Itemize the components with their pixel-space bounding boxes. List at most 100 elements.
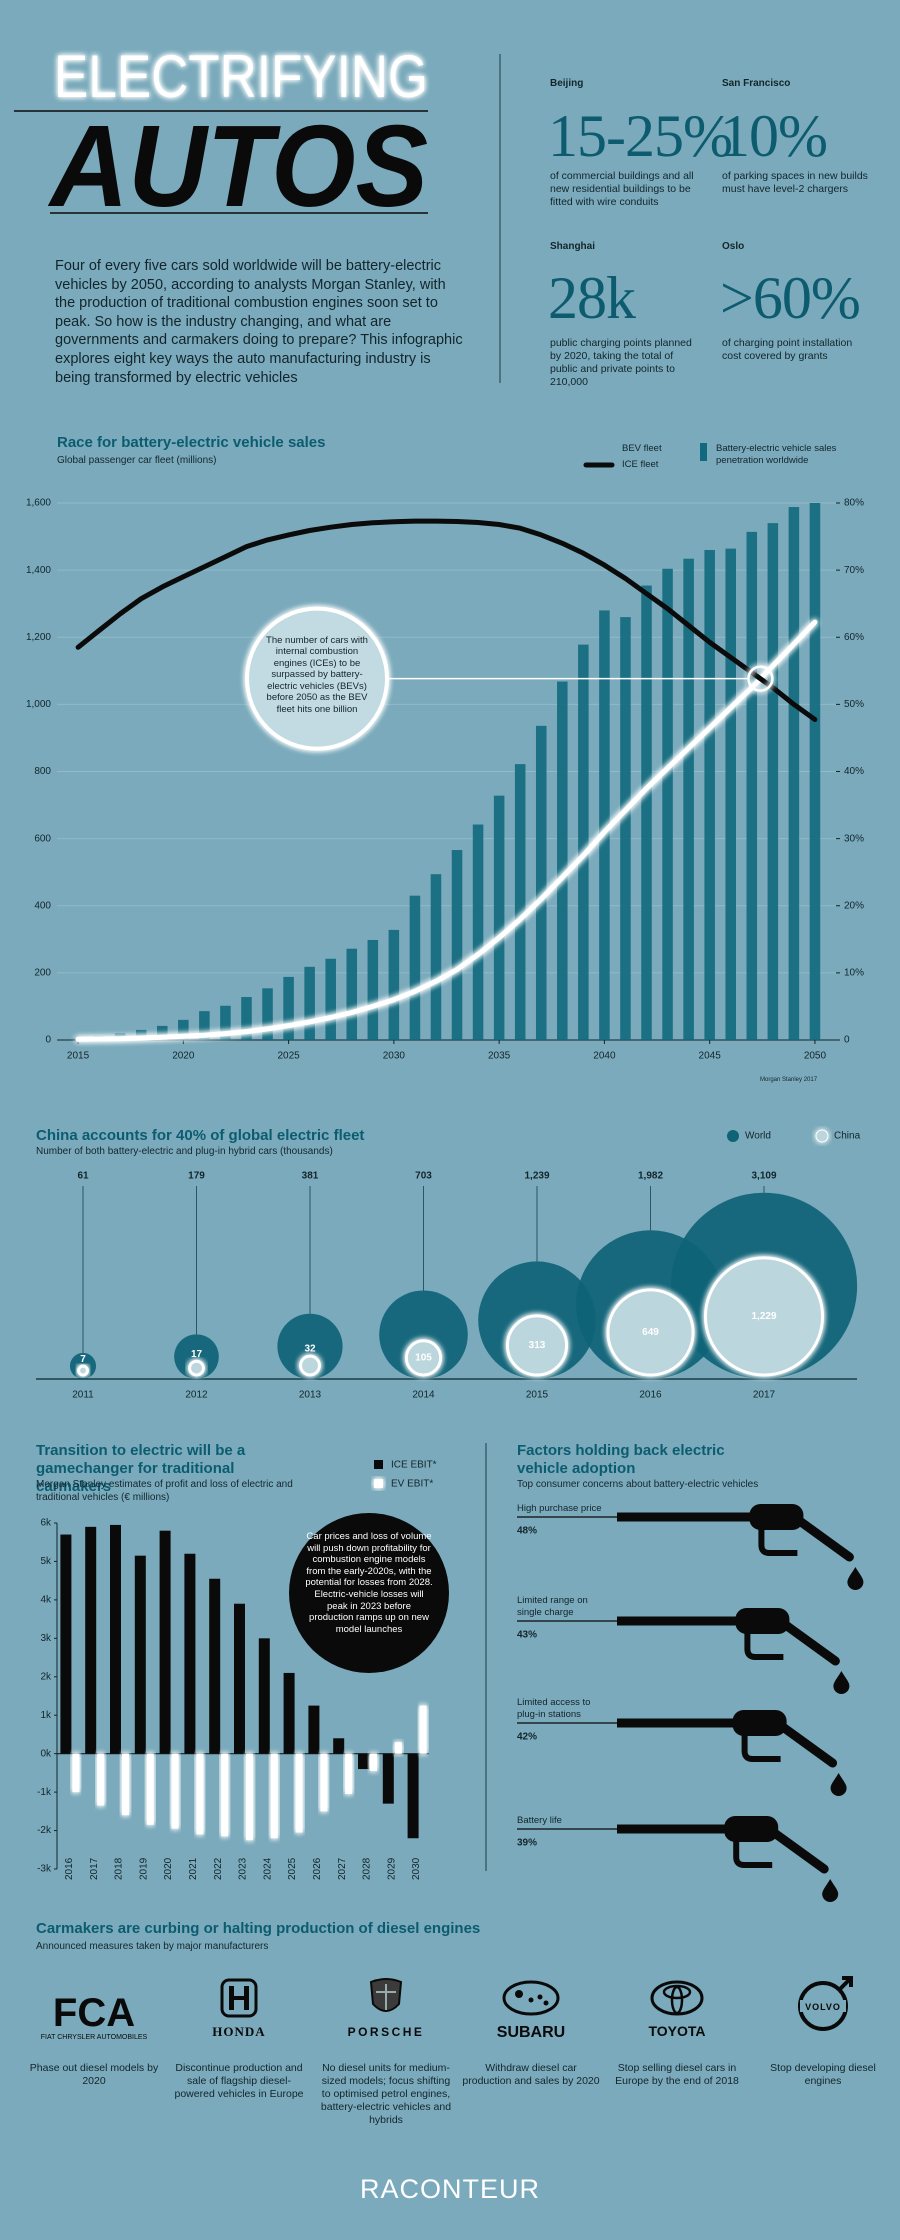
x-tick-label: 2024 xyxy=(262,1857,273,1880)
x-tick-label: 2021 xyxy=(188,1857,199,1880)
bar xyxy=(262,988,273,1040)
y-tick-label: 1,600 xyxy=(26,498,51,509)
bubble-china xyxy=(505,1314,569,1377)
bubble-china xyxy=(77,1364,89,1377)
x-tick-label: 2013 xyxy=(299,1390,322,1401)
stat-city: San Francisco xyxy=(722,78,791,89)
emblem xyxy=(229,1996,249,2000)
bar xyxy=(409,895,421,1040)
bubble-world xyxy=(277,1313,343,1380)
bubble-china xyxy=(606,1288,695,1377)
nozzle-body xyxy=(749,1504,804,1530)
y-tick-label: 6k xyxy=(40,1518,52,1529)
bar xyxy=(493,795,505,1040)
bar xyxy=(283,976,294,1040)
bar xyxy=(295,1753,303,1833)
bar xyxy=(382,1753,394,1804)
y-tick-label: 800 xyxy=(34,766,51,777)
line xyxy=(75,619,818,1042)
legend-label: Battery-electric vehicle sales penetrati… xyxy=(716,443,837,466)
nozzle xyxy=(749,1504,864,1590)
bar xyxy=(304,966,315,1040)
y2-tick-label: 60% xyxy=(844,632,864,643)
x-tick-label: 2050 xyxy=(804,1051,827,1062)
bar xyxy=(557,681,568,1040)
value-label: 179 xyxy=(188,1171,205,1182)
value-label: 1,229 xyxy=(751,1311,776,1322)
legend-label: ICE EBIT* xyxy=(391,1460,437,1471)
section-title: Carmakers are curbing or halting product… xyxy=(36,1920,481,1937)
value-label: 7 xyxy=(80,1354,86,1365)
bar xyxy=(358,1753,369,1770)
x-tick-label: 2029 xyxy=(386,1857,397,1880)
footer-brand: RACONTEUR xyxy=(360,2174,540,2204)
stat-text: of parking spaces in new builds must hav… xyxy=(722,170,868,195)
bar xyxy=(394,1742,402,1754)
y-tick-label: 1k xyxy=(40,1710,52,1721)
nozzle-drop xyxy=(822,1879,839,1902)
carmaker-text: Discontinue production and sale of flags… xyxy=(174,2062,304,2100)
bar xyxy=(134,1555,146,1754)
x-tick-label: 2022 xyxy=(213,1857,224,1880)
y-tick-label: 3k xyxy=(40,1633,52,1644)
x-tick-label: 2040 xyxy=(593,1051,616,1062)
legend-label: ICE fleet xyxy=(622,459,659,470)
bar xyxy=(514,764,526,1040)
value-label: 3,109 xyxy=(751,1171,776,1182)
value-label: 649 xyxy=(642,1327,659,1338)
intro: Four of every five cars sold worldwide w… xyxy=(55,258,463,386)
logo-text: HONDA xyxy=(212,2024,265,2039)
x-tick-label: 2027 xyxy=(337,1857,348,1880)
stat-city: Beijing xyxy=(550,78,584,89)
emblem xyxy=(528,1997,534,2003)
nozzle-drop xyxy=(833,1671,850,1694)
legend-label: World xyxy=(745,1131,771,1142)
x-tick-label: 2025 xyxy=(287,1857,298,1880)
line xyxy=(75,518,818,722)
nozzle-handle xyxy=(741,1735,781,1762)
y-tick-label: 200 xyxy=(34,968,51,979)
bar xyxy=(258,1638,270,1754)
x-tick-label: 2016 xyxy=(639,1390,662,1401)
nozzle-handle xyxy=(758,1529,798,1556)
chart-title: Transition to electric will be a gamecha… xyxy=(36,1442,246,1495)
carmaker-text: Phase out diesel models by 2020 xyxy=(29,2062,159,2087)
bar xyxy=(178,1019,189,1040)
value-label: 32 xyxy=(304,1344,316,1355)
stat-city: Shanghai xyxy=(550,241,596,252)
bar xyxy=(325,958,336,1040)
bar xyxy=(599,610,610,1040)
carmaker-text: No diesel units for medium-sized models;… xyxy=(320,2062,452,2126)
bar xyxy=(388,929,400,1040)
stat-text: public charging points planned by 2020, … xyxy=(550,337,692,388)
nozzle-handle xyxy=(744,1633,784,1660)
value-label: 43% xyxy=(517,1630,537,1641)
value-label: 39% xyxy=(517,1838,537,1849)
chart-title: Factors holding back electric vehicle ad… xyxy=(517,1442,725,1477)
title-electrifying: ELECTRIFYING xyxy=(54,43,428,110)
bar xyxy=(246,1753,253,1841)
category-label: High purchase price xyxy=(517,1502,602,1514)
bar xyxy=(767,523,779,1040)
emblem xyxy=(502,1980,560,2016)
stat-figure: 15-25% xyxy=(548,103,733,169)
x-tick-label: 2019 xyxy=(138,1857,149,1880)
bar xyxy=(122,1753,129,1816)
bar xyxy=(578,644,589,1040)
bar xyxy=(135,1029,147,1040)
bar xyxy=(370,1753,377,1771)
x-tick-label: 2030 xyxy=(383,1051,406,1062)
bubble-china xyxy=(299,1354,321,1377)
bubble-china xyxy=(188,1359,205,1377)
x-tick-label: 2015 xyxy=(67,1051,90,1062)
bar xyxy=(184,1553,196,1754)
logo-honda: HONDA xyxy=(212,1978,265,2039)
bar xyxy=(407,1753,419,1839)
bar xyxy=(451,850,463,1040)
x-tick-label: 2012 xyxy=(185,1390,208,1401)
bar xyxy=(110,1524,121,1754)
emblem xyxy=(537,1994,543,2000)
bar xyxy=(788,507,800,1041)
